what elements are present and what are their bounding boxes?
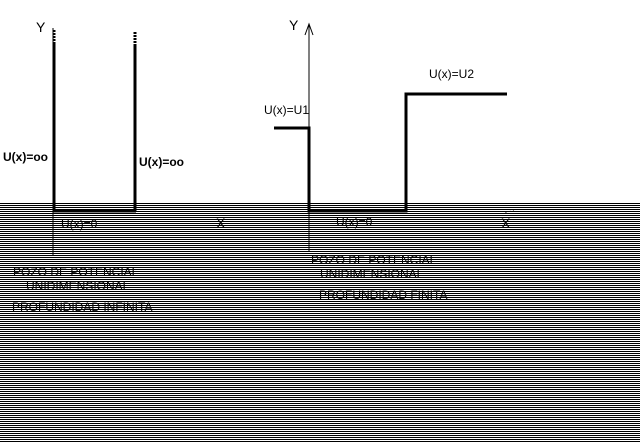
infinite-well-right-wall-label: U(x)=oo: [139, 155, 184, 169]
infinite-well-left-wall-label: U(x)=oo: [3, 150, 48, 164]
finite-well-x-axis-label: X: [501, 215, 511, 231]
infinite-well-y-axis-label: Y: [36, 19, 46, 35]
infinite-well-caption-line3: PROFUNDIDAD INFINITA: [12, 300, 153, 314]
scanline-overlay: [0, 203, 640, 442]
finite-well-caption-line3: PROFUNDIDAD FINITA: [319, 288, 448, 302]
finite-well-y-axis-label: Y: [289, 17, 299, 33]
finite-well-y-axis-arrow: [304, 22, 314, 36]
finite-well-left-step-label: U(x)=U1: [264, 103, 310, 117]
infinite-well-caption-line1: POZO DE POTENCIAL: [13, 265, 139, 279]
finite-well-caption-line2: UNIDIMENSIONAL: [320, 267, 424, 281]
infinite-well-caption-line2: UNIDIMENSIONAL: [26, 279, 130, 293]
finite-well-bottom-label: U(x)=0: [336, 215, 373, 229]
finite-well-right-step-label: U(x)=U2: [429, 67, 475, 81]
finite-well-caption-line1: POZO DE POTENCIAL: [311, 253, 437, 267]
infinite-well-bottom-label: U(x)=0: [61, 217, 98, 231]
infinite-well-x-axis-label: X: [216, 215, 226, 231]
